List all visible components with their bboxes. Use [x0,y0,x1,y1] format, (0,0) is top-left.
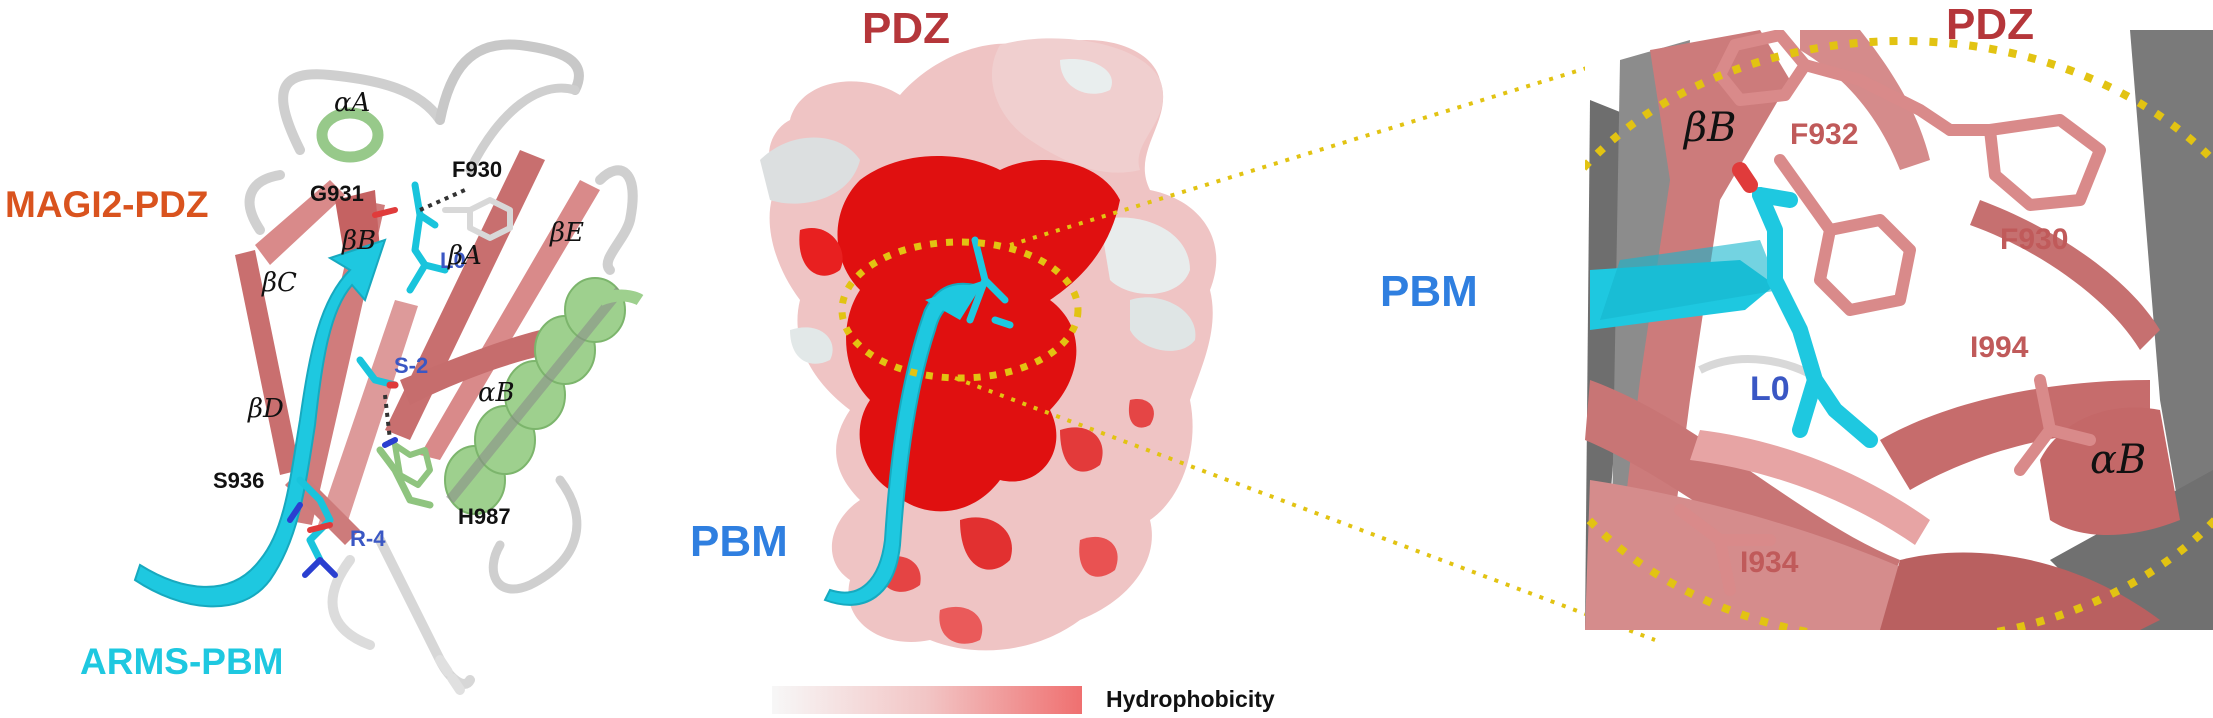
residue-g931-label: G931 [310,181,364,206]
pbm-label-right: PBM [1380,267,1478,316]
middle-panel-surface [760,38,1656,714]
alpha-a-label: αA [334,88,371,118]
residue-i934-label: I934 [1740,546,1799,579]
right-panel-zoom [1585,30,2213,630]
residue-l0-label-left: L0 [440,248,466,273]
residue-f932-label: F932 [1790,118,1859,151]
hydrophobicity-scale-bar [772,686,1082,714]
residue-s936-label: S936 [213,468,265,493]
arms-pbm-label: ARMS-PBM [80,641,284,682]
beta-a-label: βA [448,241,482,271]
beta-b-label-left: βB [342,226,377,256]
residue-f930-label-right: F930 [2000,223,2069,256]
hydrophobicity-label: Hydrophobicity [1106,686,1275,712]
alpha-b-label-right: αB [2090,437,2147,483]
residue-r-4-label: R-4 [350,526,386,551]
alpha-b-label-left: αB [478,378,515,408]
beta-e-label: βE [550,218,585,248]
residue-f930-label: F930 [452,157,503,182]
residue-s-2-label: S-2 [394,353,429,378]
residue-i994-label: I994 [1970,331,2029,364]
pdz-label-middle: PDZ [862,4,950,53]
left-panel-structure [133,39,644,695]
beta-b-label-right: βB [1684,105,1737,151]
beta-d-label: βD [248,394,284,424]
residue-l0-label-right: L0 [1750,370,1790,408]
pbm-label-middle: PBM [690,517,788,566]
pdz-label-right: PDZ [1946,0,2034,49]
beta-c-label: βC [262,268,297,298]
magi2-pdz-title: MAGI2-PDZ [5,184,209,225]
residue-h987-label: H987 [458,504,511,529]
